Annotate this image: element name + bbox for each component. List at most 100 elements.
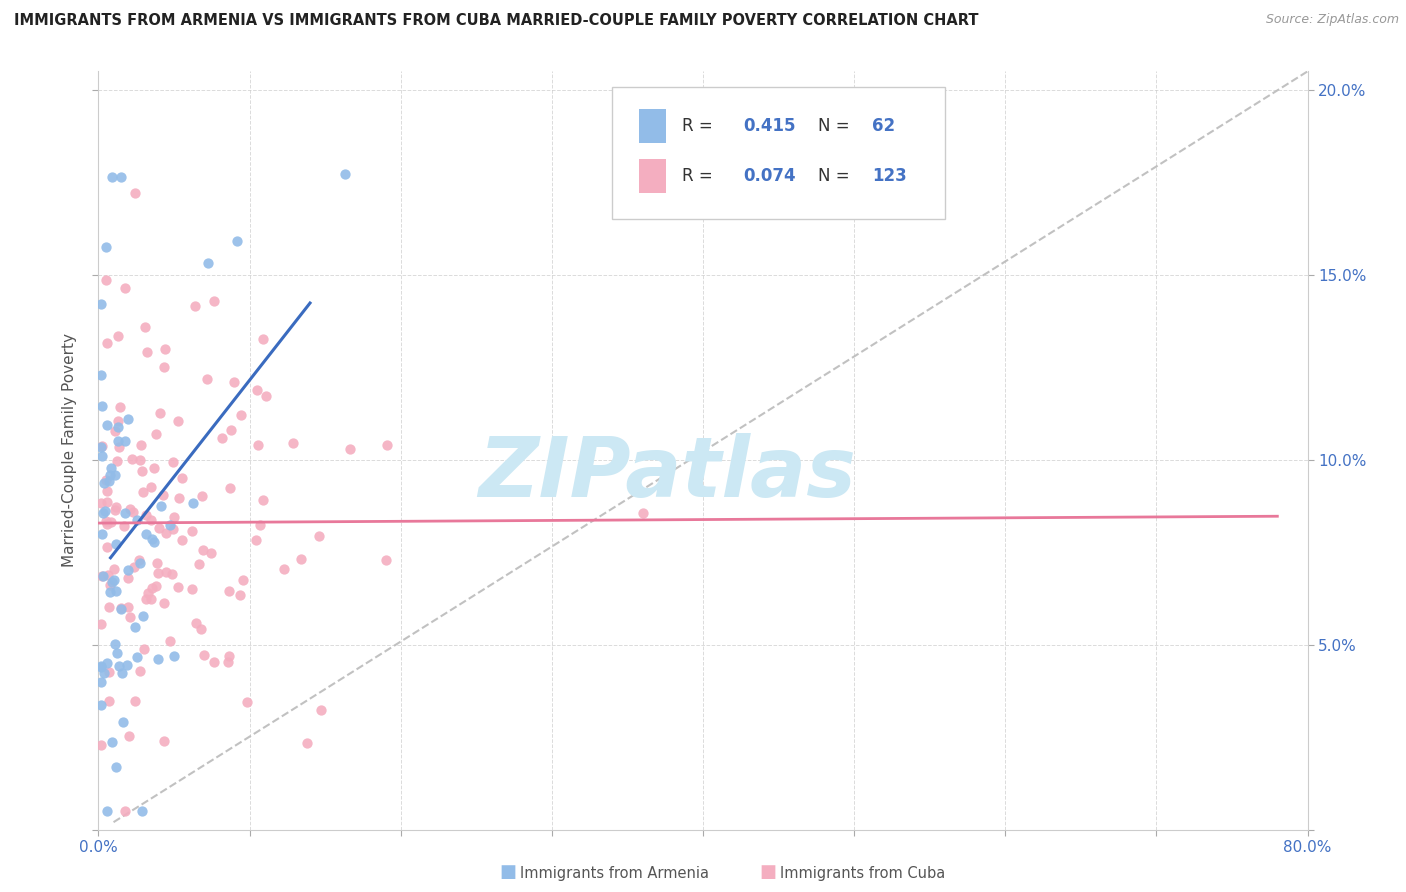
Point	[132, 608, 155, 623]
Point	[97, 567, 120, 582]
Point	[94, 473, 117, 487]
Point	[232, 574, 254, 588]
FancyBboxPatch shape	[613, 87, 945, 219]
Point	[121, 451, 143, 466]
Text: R =: R =	[682, 117, 718, 135]
Point	[90, 659, 112, 673]
Point	[226, 234, 249, 248]
Point	[181, 496, 204, 510]
Point	[101, 170, 124, 185]
Point	[128, 453, 150, 467]
Point	[90, 617, 112, 632]
Point	[104, 583, 127, 598]
Point	[153, 733, 176, 747]
Point	[111, 666, 134, 681]
Point	[117, 563, 139, 577]
Point	[218, 583, 240, 598]
Point	[229, 588, 252, 602]
Point	[90, 660, 112, 674]
Point	[245, 533, 267, 547]
Point	[219, 481, 242, 495]
Point	[110, 400, 132, 414]
Point	[184, 299, 207, 313]
Point	[96, 804, 118, 818]
Text: ZIPatlas: ZIPatlas	[478, 433, 856, 514]
Point	[193, 542, 215, 557]
Point	[104, 468, 127, 483]
Point	[146, 566, 169, 581]
Point	[218, 648, 240, 663]
Point	[124, 620, 146, 634]
Point	[335, 167, 357, 181]
Point	[111, 714, 134, 729]
Point	[104, 502, 127, 516]
Point	[90, 368, 112, 382]
Point	[96, 418, 118, 433]
Point	[98, 665, 121, 679]
Point	[114, 506, 136, 520]
Point	[104, 537, 127, 551]
Text: 0.415: 0.415	[742, 117, 796, 135]
Point	[129, 664, 152, 678]
Text: ■: ■	[499, 863, 516, 881]
Point	[91, 568, 114, 582]
Point	[100, 515, 122, 529]
Text: N =: N =	[818, 167, 855, 185]
Text: Immigrants from Cuba: Immigrants from Cuba	[780, 866, 946, 881]
Text: N =: N =	[818, 117, 855, 135]
Point	[112, 518, 135, 533]
Point	[290, 552, 312, 566]
Point	[120, 502, 142, 516]
Point	[101, 735, 124, 749]
Point	[136, 586, 159, 600]
Point	[94, 504, 117, 518]
Point	[149, 499, 172, 513]
Point	[143, 535, 166, 549]
Point	[90, 440, 112, 454]
Point	[98, 585, 121, 599]
Point	[193, 648, 215, 662]
Text: Source: ZipAtlas.com: Source: ZipAtlas.com	[1265, 13, 1399, 27]
Point	[186, 616, 208, 631]
Bar	[638, 109, 665, 144]
Point	[104, 424, 127, 438]
Point	[105, 454, 128, 468]
Point	[105, 760, 128, 774]
Point	[141, 532, 163, 546]
Point	[104, 637, 127, 651]
Point	[145, 426, 167, 441]
Point	[100, 461, 122, 475]
Point	[252, 492, 274, 507]
Point	[139, 513, 162, 527]
Point	[146, 556, 169, 570]
Point	[90, 698, 112, 713]
Point	[107, 420, 129, 434]
Point	[127, 650, 149, 665]
Point	[339, 442, 361, 456]
Point	[211, 431, 233, 445]
Text: 0.074: 0.074	[742, 167, 796, 185]
Point	[155, 525, 177, 540]
Point	[110, 601, 132, 615]
Point	[245, 383, 267, 397]
Point	[122, 505, 145, 519]
Point	[180, 582, 202, 596]
Point	[162, 455, 184, 469]
Point	[195, 371, 218, 385]
Point	[152, 488, 174, 502]
Point	[160, 567, 183, 582]
Y-axis label: Married-Couple Family Poverty: Married-Couple Family Poverty	[62, 334, 77, 567]
Point	[96, 656, 118, 670]
Point	[375, 437, 398, 451]
Point	[190, 623, 212, 637]
Point	[167, 414, 190, 428]
Point	[146, 652, 169, 666]
Point	[254, 389, 277, 403]
Point	[96, 495, 118, 509]
Point	[101, 574, 124, 589]
Point	[94, 240, 117, 254]
Point	[202, 655, 225, 669]
Bar	[638, 159, 665, 193]
Point	[124, 186, 146, 200]
Point	[93, 665, 115, 680]
